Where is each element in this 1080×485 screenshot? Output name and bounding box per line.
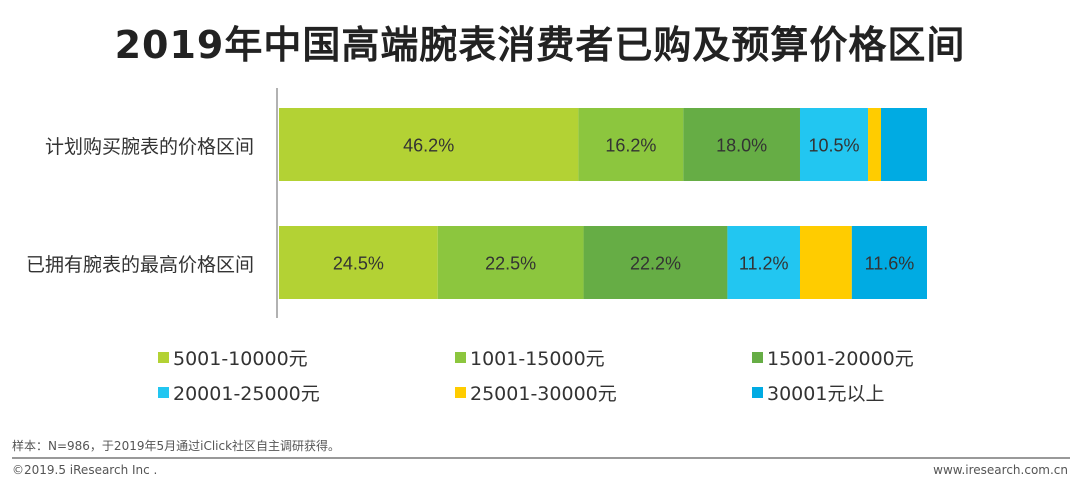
data-label: 16.2% <box>605 136 656 156</box>
legend-swatch <box>455 387 466 398</box>
bar-segment <box>279 226 438 299</box>
data-label: 46.2% <box>403 136 454 156</box>
bar-segment <box>727 226 800 299</box>
legend-item: 1001-15000元 <box>455 344 605 371</box>
legend-swatch <box>455 352 466 363</box>
chart-title: 2019年中国高端腕表消费者已购及预算价格区间 <box>114 23 966 67</box>
legend-label: 15001-20000元 <box>767 348 914 370</box>
stacked-bar-chart: 46.2% 16.2% 18.0% 10.5% 24.5% 22.5% 22.2% 11.2%… <box>276 88 927 318</box>
footer-divider <box>12 457 1070 459</box>
legend-item: 20001-25000元 <box>158 379 320 406</box>
bar-segment <box>683 108 800 181</box>
bar-segment <box>868 108 881 181</box>
legend-label: 20001-25000元 <box>173 383 320 405</box>
bar-segment <box>799 226 852 299</box>
data-label: 24.5% <box>333 254 384 274</box>
legend-swatch <box>158 352 169 363</box>
bar-segment <box>851 226 927 299</box>
legend-swatch <box>158 387 169 398</box>
data-label: 11.2% <box>739 254 789 274</box>
data-label: 11.6% <box>865 254 915 274</box>
legend-label: 25001-30000元 <box>470 383 617 405</box>
legend-swatch <box>752 352 763 363</box>
bar-segment <box>583 226 728 299</box>
legend-label: 1001-15000元 <box>470 348 605 370</box>
bar-segment <box>279 108 579 181</box>
sample-note: 样本：N=986，于2019年5月通过iClick社区自主调研获得。 <box>12 439 341 453</box>
legend-label: 30001元以上 <box>767 383 885 405</box>
bar-segment <box>578 108 684 181</box>
website-link[interactable]: www.iresearch.com.cn <box>933 463 1068 477</box>
legend-label: 5001-10000元 <box>173 348 308 370</box>
data-label: 10.5% <box>808 136 859 156</box>
bar-segment <box>437 226 584 299</box>
copyright: ©2019.5 iResearch Inc . <box>12 463 158 477</box>
legend-swatch <box>752 387 763 398</box>
data-label: 18.0% <box>716 136 767 156</box>
category-label: 计划购买腕表的价格区间 <box>44 135 254 158</box>
data-label: 22.2% <box>630 254 681 274</box>
category-label: 已拥有腕表的最高价格区间 <box>25 253 254 276</box>
legend-item: 5001-10000元 <box>158 344 308 371</box>
bar-segment <box>799 108 869 181</box>
bar-segment <box>880 108 927 181</box>
data-label: 22.5% <box>485 254 536 274</box>
legend-item: 30001元以上 <box>752 379 884 406</box>
legend-item: 25001-30000元 <box>455 379 617 406</box>
legend-item: 15001-20000元 <box>752 344 914 371</box>
